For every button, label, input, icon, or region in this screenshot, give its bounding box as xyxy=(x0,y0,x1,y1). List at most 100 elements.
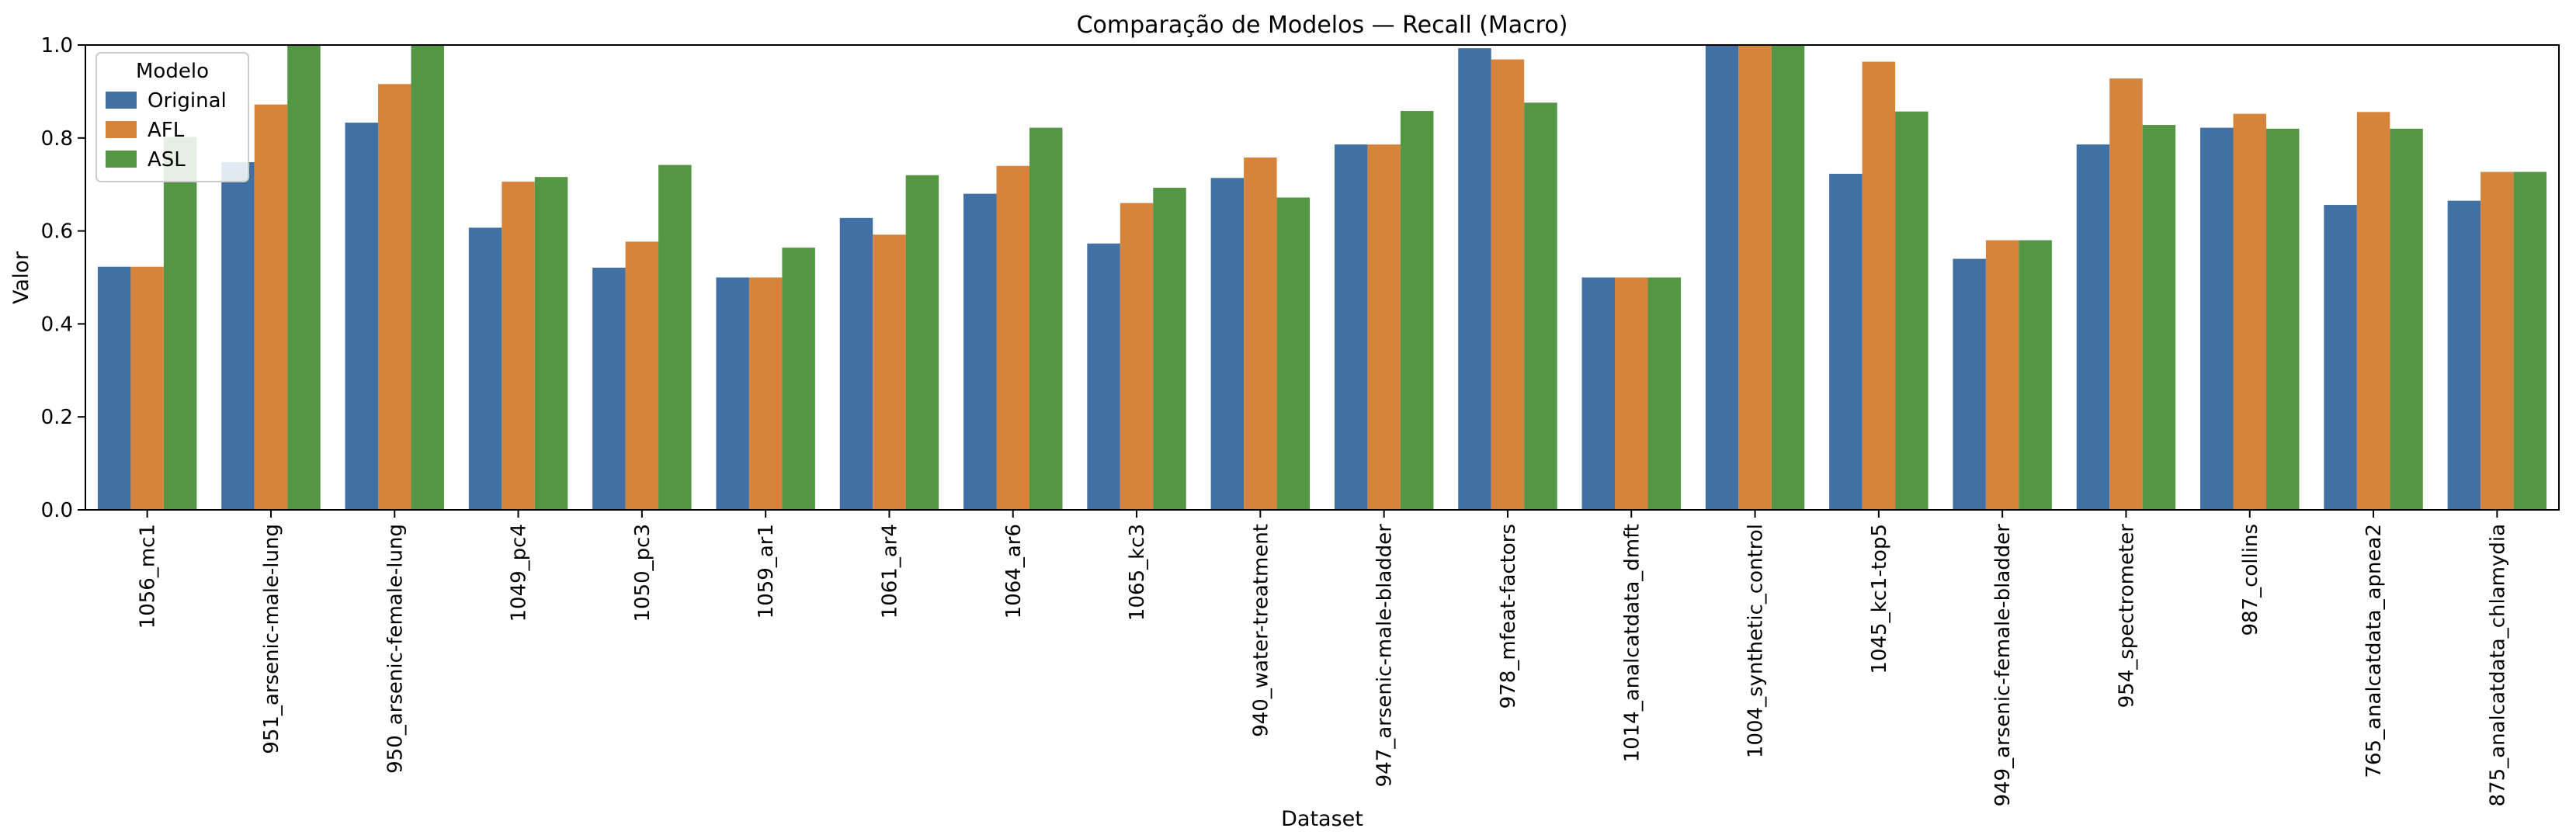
bar-asl-18 xyxy=(2390,128,2423,510)
legend: Modelo Original AFL ASL xyxy=(95,52,249,182)
bar-asl-0 xyxy=(163,137,197,510)
bar-afl-4 xyxy=(625,241,659,510)
bar-original-4 xyxy=(592,267,626,510)
bar-afl-9 xyxy=(1244,157,1277,510)
bar-asl-4 xyxy=(658,165,692,511)
x-tick-label: 1056_mc1 xyxy=(137,524,160,629)
bar-asl-7 xyxy=(1029,127,1063,510)
bar-afl-3 xyxy=(502,182,535,511)
legend-items: Original AFL ASL xyxy=(106,89,227,172)
x-tick-label: 950_arsenic-female-lung xyxy=(384,524,407,774)
x-tick-label: 949_arsenic-female-bladder xyxy=(1991,524,2015,807)
chart-title: Comparação de Modelos — Recall (Macro) xyxy=(1077,12,1568,39)
bar-original-3 xyxy=(468,227,502,510)
bar-original-8 xyxy=(1087,243,1120,510)
y-tick-label: 0.0 xyxy=(41,499,73,522)
bar-afl-13 xyxy=(1738,45,1772,510)
bar-asl-10 xyxy=(1400,111,1434,510)
x-axis: 1056_mc1 951_arsenic-male-lung 950_arsenic… xyxy=(137,510,2509,807)
bar-asl-13 xyxy=(1771,45,1805,510)
bar-asl-9 xyxy=(1276,197,1311,510)
bar-original-15 xyxy=(1953,258,1986,510)
bar-original-14 xyxy=(1829,173,1863,511)
bar-original-19 xyxy=(2447,200,2481,510)
bar-afl-0 xyxy=(130,266,164,510)
x-tick-label: 1061_ar4 xyxy=(878,524,901,618)
legend-swatch-afl xyxy=(106,121,137,138)
bar-afl-5 xyxy=(748,277,783,510)
bar-original-12 xyxy=(1581,277,1616,510)
bar-original-11 xyxy=(1458,48,1491,510)
x-tick-label: 947_arsenic-male-bladder xyxy=(1373,524,1397,788)
x-tick-label: 1049_pc4 xyxy=(508,524,531,622)
bar-original-1 xyxy=(221,161,255,510)
legend-swatch-asl xyxy=(106,151,137,168)
bar-asl-5 xyxy=(782,248,815,510)
y-tick-label: 0.6 xyxy=(41,220,73,244)
bar-afl-10 xyxy=(1367,144,1401,510)
y-axis-label: Valor xyxy=(9,251,33,304)
y-tick-label: 0.2 xyxy=(41,406,73,429)
bar-afl-12 xyxy=(1615,277,1648,510)
bar-original-18 xyxy=(2324,205,2357,510)
legend-label-afl: AFL xyxy=(148,119,185,142)
x-tick-label: 987_collins xyxy=(2239,524,2262,636)
bar-asl-8 xyxy=(1153,187,1186,510)
bar-asl-11 xyxy=(1524,102,1557,510)
bar-original-0 xyxy=(97,266,131,510)
bar-asl-15 xyxy=(2019,240,2052,510)
x-tick-label: 1014_analcatdata_dmft xyxy=(1620,524,1644,762)
bar-afl-17 xyxy=(2233,113,2266,510)
legend-label-asl: ASL xyxy=(148,148,186,172)
bar-asl-17 xyxy=(2265,128,2300,510)
x-tick-label: 954_spectrometer xyxy=(2115,524,2138,709)
legend-title: Modelo xyxy=(136,60,209,83)
x-tick-label: 1004_synthetic_control xyxy=(1745,524,1768,758)
bar-asl-2 xyxy=(411,45,444,510)
y-tick-label: 0.8 xyxy=(41,127,73,151)
bar-afl-11 xyxy=(1491,59,1525,510)
x-tick-label: 1059_ar1 xyxy=(755,524,778,618)
x-tick-label: 951_arsenic-male-lung xyxy=(260,524,283,754)
bar-original-6 xyxy=(839,217,873,510)
bar-asl-16 xyxy=(2142,125,2176,510)
bar-asl-14 xyxy=(1895,111,1929,510)
x-tick-label: 940_water-treatment xyxy=(1249,524,1272,737)
legend-box xyxy=(95,52,249,182)
bar-asl-12 xyxy=(1647,277,1681,510)
bar-afl-7 xyxy=(996,165,1029,511)
x-tick-label: 1045_kc1-top5 xyxy=(1868,524,1891,674)
bar-afl-19 xyxy=(2481,172,2514,510)
bar-asl-1 xyxy=(287,45,321,510)
x-tick-label: 765_analcatdata_apnea2 xyxy=(2362,524,2386,778)
bar-afl-16 xyxy=(2109,78,2143,510)
bar-original-9 xyxy=(1210,178,1245,510)
x-tick-label: 1050_pc3 xyxy=(631,524,654,622)
bar-afl-14 xyxy=(1862,61,1896,510)
legend-swatch-original xyxy=(106,92,137,109)
bar-asl-6 xyxy=(905,175,939,510)
bar-original-10 xyxy=(1334,144,1368,510)
bar-afl-8 xyxy=(1120,203,1154,510)
bar-original-7 xyxy=(963,193,997,510)
x-tick-label: 1065_kc3 xyxy=(1126,524,1149,621)
bar-original-17 xyxy=(2200,127,2234,510)
bar-afl-1 xyxy=(254,104,288,511)
bar-original-13 xyxy=(1705,45,1739,510)
x-tick-label: 978_mfeat-factors xyxy=(1497,524,1520,709)
bars-layer xyxy=(97,45,2547,511)
x-axis-label: Dataset xyxy=(1281,807,1363,831)
plot-frame xyxy=(85,44,2560,511)
y-axis: 0.0 0.2 0.4 0.6 0.8 1.0 xyxy=(41,34,85,522)
bar-afl-15 xyxy=(1985,240,2019,510)
bar-original-5 xyxy=(716,277,749,510)
legend-label-original: Original xyxy=(148,89,227,113)
bar-asl-19 xyxy=(2513,172,2547,510)
y-tick-label: 1.0 xyxy=(41,34,73,57)
bar-original-16 xyxy=(2076,144,2110,510)
bar-asl-3 xyxy=(534,177,568,510)
bar-afl-6 xyxy=(873,234,906,510)
x-tick-label: 1064_ar6 xyxy=(1002,524,1026,618)
